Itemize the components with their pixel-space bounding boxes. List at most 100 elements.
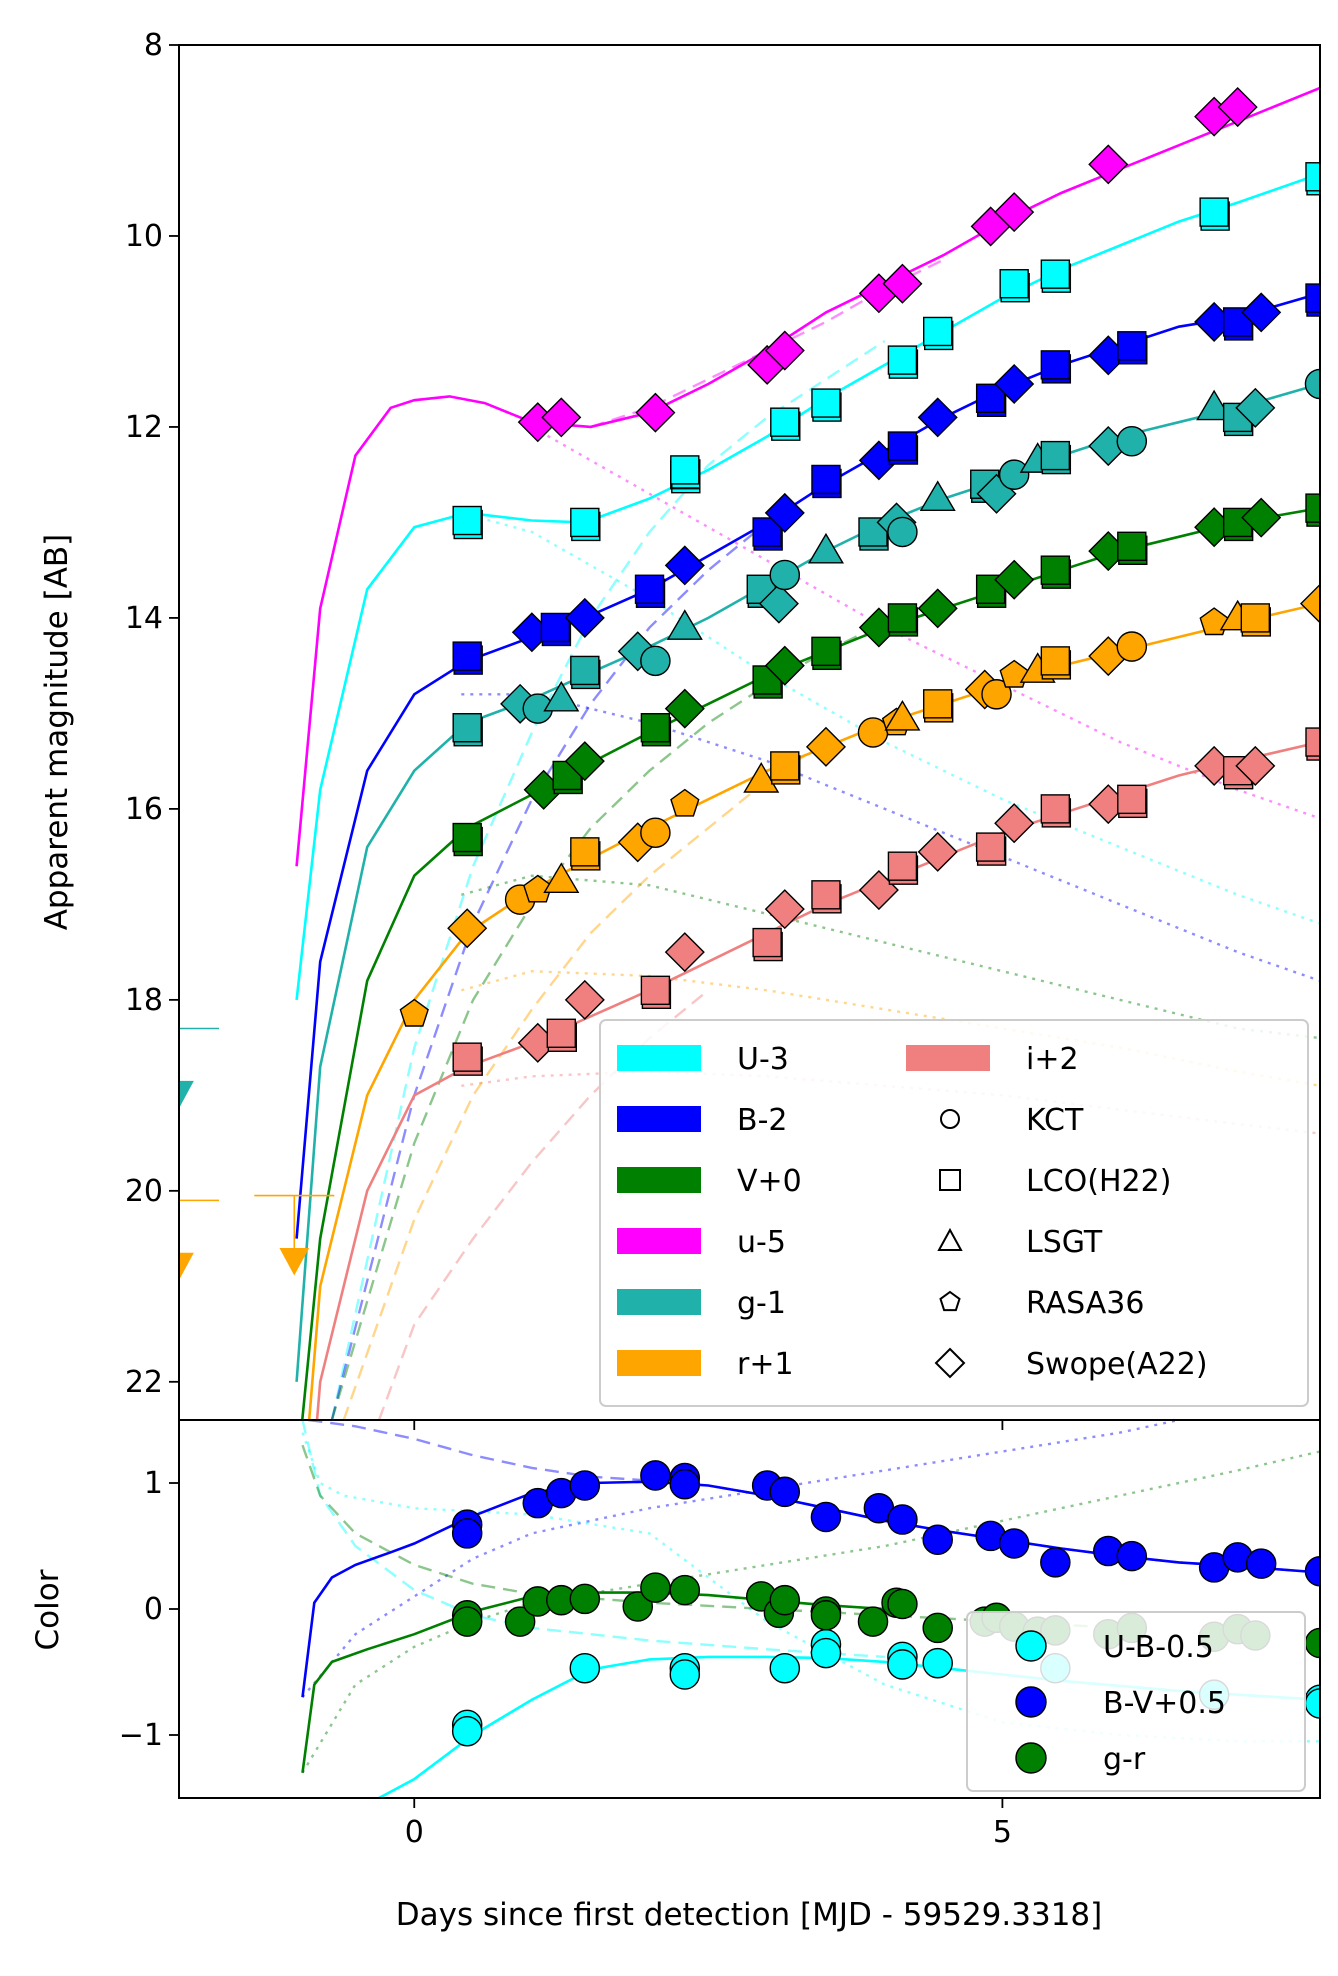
legend-label: B-2 [737, 1103, 788, 1138]
data-point-U-3 [1305, 162, 1320, 192]
y-axis-title-top: Apparent magnitude [AB] [39, 534, 75, 931]
data-point-V+0 [564, 741, 605, 782]
data-point-V+0 [1117, 531, 1147, 562]
data-point-g-1 [640, 645, 671, 677]
data-point-u-5 [764, 330, 805, 371]
color-point-U-B-0.5 [887, 1649, 918, 1680]
data-point-U-3 [452, 505, 482, 536]
color-point-g-r [922, 1612, 953, 1644]
data-point-B-2 [664, 545, 705, 586]
data-point-i+2 [1235, 745, 1276, 786]
legend-label: U-B-0.5 [1103, 1630, 1214, 1665]
data-point-r+1 [743, 762, 780, 793]
data-point-r+1 [981, 679, 1012, 710]
legend-label: LSGT [1026, 1225, 1103, 1260]
legend-swatch-V+0 [617, 1167, 701, 1193]
data-point-V+0 [640, 713, 671, 743]
legend-marker-circle [1015, 1630, 1047, 1662]
y-tick-label: 22 [125, 1365, 163, 1400]
color-point-g-r [504, 1606, 536, 1637]
data-point-u-5 [994, 192, 1035, 233]
data-point-g-1 [452, 713, 482, 743]
data-point-i+2 [975, 832, 1006, 862]
color-point-B-V+0.5 [569, 1470, 601, 1501]
legend-marker-circle [940, 1109, 960, 1129]
component-curve [460, 874, 1320, 1040]
data-point-B-2 [1305, 283, 1320, 313]
model-curve-U-3 [295, 172, 1320, 1001]
data-point-B-2 [994, 363, 1035, 405]
data-point-r+1 [1299, 583, 1320, 624]
data-point-i+2 [452, 1042, 482, 1072]
color-component-curve [301, 1420, 885, 1659]
data-point-r+1 [543, 862, 580, 893]
color-panel: 1 0 −1 0 5 U-B-0.5 B-V+0.5 g-r [119, 1419, 1321, 1850]
color-point-B-V+0.5 [451, 1518, 483, 1549]
data-point-U-3 [923, 316, 953, 347]
legend-swatch-i+2 [906, 1045, 990, 1071]
data-point-i+2 [1040, 794, 1071, 824]
data-point-g-1 [570, 655, 600, 686]
legend-swatch-B-2 [617, 1106, 701, 1132]
legend-label: V+0 [737, 1164, 802, 1199]
y-axis-title-bottom: Color [30, 1569, 66, 1650]
color-point-B-V+0.5 [810, 1501, 842, 1533]
legend-label: g-r [1103, 1742, 1146, 1777]
color-point-g-r [451, 1606, 483, 1637]
y-tick-label: −1 [119, 1718, 163, 1753]
legend-marker-square [939, 1169, 961, 1191]
data-point-g-1 [1235, 387, 1276, 428]
color-point-U-B-0.5 [669, 1659, 701, 1690]
y-tick-label: 18 [125, 983, 163, 1018]
data-point-V+0 [887, 603, 918, 633]
legend-marker-triangle [937, 1227, 963, 1251]
color-component-curve [301, 1450, 1320, 1774]
data-point-r+1 [670, 788, 700, 817]
component-curve [330, 339, 886, 1420]
data-point-r+1 [640, 817, 671, 849]
data-point-r+1 [805, 726, 846, 767]
upper-limit-arrow [179, 1080, 194, 1109]
x-tick-label: 5 [993, 1815, 1012, 1850]
color-point-g-r [622, 1591, 654, 1622]
data-point-i+2 [564, 979, 605, 1020]
y-tick-label: 12 [125, 410, 163, 445]
y-tick-label: 20 [125, 1174, 163, 1209]
color-point-U-B-0.5 [810, 1637, 842, 1669]
light-curve-panel: 8 10 12 14 16 18 20 22 U-3 B-2 V+0 u-5 g-1 r+1 i+2 KCT L… [125, 28, 1321, 1430]
data-point-r+1 [884, 699, 921, 731]
color-component-curve [308, 1420, 650, 1482]
color-point-g-r [669, 1574, 701, 1606]
color-point-U-B-0.5 [451, 1715, 483, 1747]
data-point-B-2 [764, 492, 805, 533]
legend-label: u-5 [737, 1225, 786, 1260]
data-point-B-2 [887, 431, 918, 461]
data-point-g-1 [998, 459, 1030, 490]
data-point-V+0 [764, 645, 805, 686]
data-point-V+0 [811, 636, 841, 667]
data-point-i+2 [887, 851, 918, 881]
data-point-g-1 [543, 680, 580, 712]
legend-label: LCO(H22) [1026, 1164, 1171, 1199]
data-point-U-3 [1040, 259, 1071, 289]
color-point-B-V+0.5 [1245, 1548, 1277, 1579]
color-point-B-V+0.5 [922, 1524, 953, 1555]
data-point-u-5 [541, 397, 582, 438]
data-point-U-3 [999, 269, 1029, 299]
component-curve [330, 597, 945, 1420]
data-point-u-5 [635, 392, 676, 433]
data-point-i+2 [546, 1018, 576, 1048]
data-point-i+2 [994, 803, 1035, 844]
data-point-r+1 [857, 717, 889, 748]
legend-label: RASA36 [1026, 1286, 1144, 1321]
model-curve-u-5 [295, 86, 1320, 867]
data-point-B-2 [1241, 292, 1282, 333]
data-point-B-2 [634, 574, 665, 604]
data-point-i+2 [811, 880, 841, 910]
upper-limit-arrow [179, 1252, 194, 1281]
data-point-r+1 [999, 659, 1029, 688]
legend-swatch-g-1 [617, 1289, 701, 1315]
color-point-g-r [569, 1583, 601, 1615]
legend-swatch-r+1 [617, 1350, 701, 1376]
